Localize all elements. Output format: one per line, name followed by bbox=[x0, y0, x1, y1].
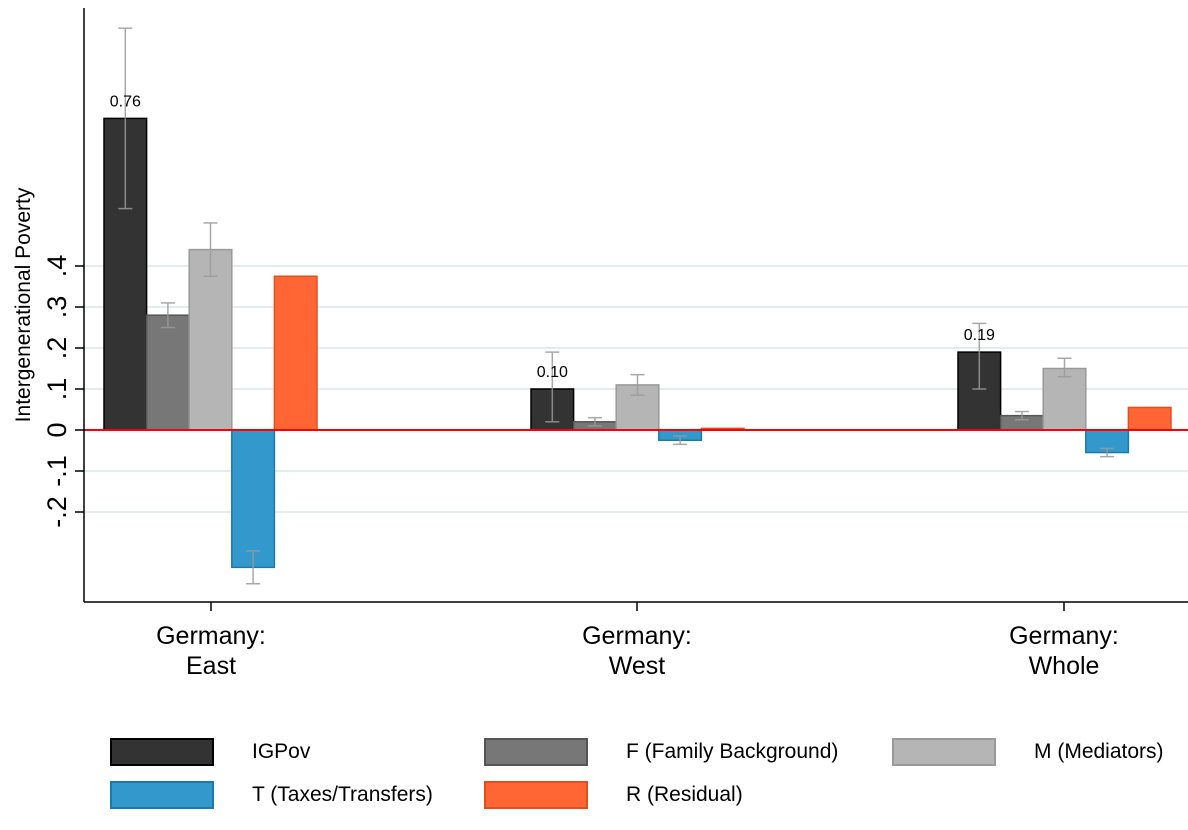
bar-4-0 bbox=[273, 275, 318, 431]
legend-item-0: IGPov bbox=[110, 738, 310, 766]
bar-2-2 bbox=[1042, 367, 1087, 431]
legend-swatch bbox=[110, 738, 214, 766]
x-tick-label: East bbox=[186, 652, 236, 680]
legend-label: M (Mediators) bbox=[1034, 740, 1164, 763]
error-bar-0-1 bbox=[545, 351, 560, 423]
legend-swatch bbox=[892, 738, 996, 766]
x-tick-label: Germany: bbox=[1009, 622, 1119, 650]
error-bar-2-2 bbox=[1057, 357, 1072, 378]
x-tick-label: Germany: bbox=[582, 622, 692, 650]
y-tick-label: .2 bbox=[42, 337, 72, 360]
legend-item-2: M (Mediators) bbox=[892, 738, 1164, 766]
y-axis-label: Intergenerational Poverty bbox=[12, 187, 35, 422]
data-label-0: 0.76 bbox=[110, 93, 141, 110]
legend-item-3: T (Taxes/Transfers) bbox=[110, 781, 433, 809]
data-label-1: 0.10 bbox=[537, 364, 568, 381]
y-tick-label: .1 bbox=[42, 378, 72, 401]
legend-label: F (Family Background) bbox=[626, 740, 839, 763]
error-bars bbox=[118, 27, 1115, 585]
legend-item-4: R (Residual) bbox=[484, 781, 743, 809]
bars bbox=[103, 117, 1172, 569]
x-tick-label: Whole bbox=[1029, 652, 1100, 680]
y-tick-label: .4 bbox=[42, 255, 72, 278]
data-label-2: 0.19 bbox=[964, 327, 995, 344]
error-bar-0-2 bbox=[972, 322, 987, 390]
data-labels: 0.76 0.10 0.19 bbox=[110, 93, 995, 381]
legend-swatch bbox=[484, 738, 588, 766]
legend-label: R (Residual) bbox=[626, 783, 743, 806]
axes: -.2-.10.1.2.3.4Germany:EastGermany:WestG… bbox=[42, 8, 1188, 680]
error-bar-3-0 bbox=[246, 550, 261, 585]
error-bar-1-2 bbox=[1014, 410, 1029, 421]
y-tick-label: .3 bbox=[42, 296, 72, 319]
error-bar-2-1 bbox=[630, 373, 645, 396]
legend-swatch bbox=[484, 781, 588, 809]
error-bar-3-2 bbox=[1100, 447, 1115, 458]
error-bar-2-0 bbox=[203, 222, 218, 277]
bar-4-2 bbox=[1127, 406, 1172, 431]
x-tick-label: West bbox=[609, 652, 666, 680]
bar-3-0 bbox=[231, 429, 276, 569]
error-bar-3-1 bbox=[673, 435, 688, 446]
bar-2-0 bbox=[188, 248, 233, 431]
error-bar-1-0 bbox=[160, 302, 175, 329]
x-tick-label: Germany: bbox=[156, 622, 266, 650]
error-bar-0-0 bbox=[118, 27, 133, 210]
y-tick-label: -.2 bbox=[42, 496, 72, 528]
y-tick-label: -.1 bbox=[42, 455, 72, 487]
legend-label: IGPov bbox=[252, 740, 311, 763]
legend-item-1: F (Family Background) bbox=[484, 738, 838, 766]
bar-1-0 bbox=[145, 314, 190, 431]
y-tick-label: 0 bbox=[42, 422, 72, 437]
error-bar-1-1 bbox=[587, 416, 602, 427]
legend-swatch bbox=[110, 781, 214, 809]
legend-label: T (Taxes/Transfers) bbox=[252, 783, 433, 806]
